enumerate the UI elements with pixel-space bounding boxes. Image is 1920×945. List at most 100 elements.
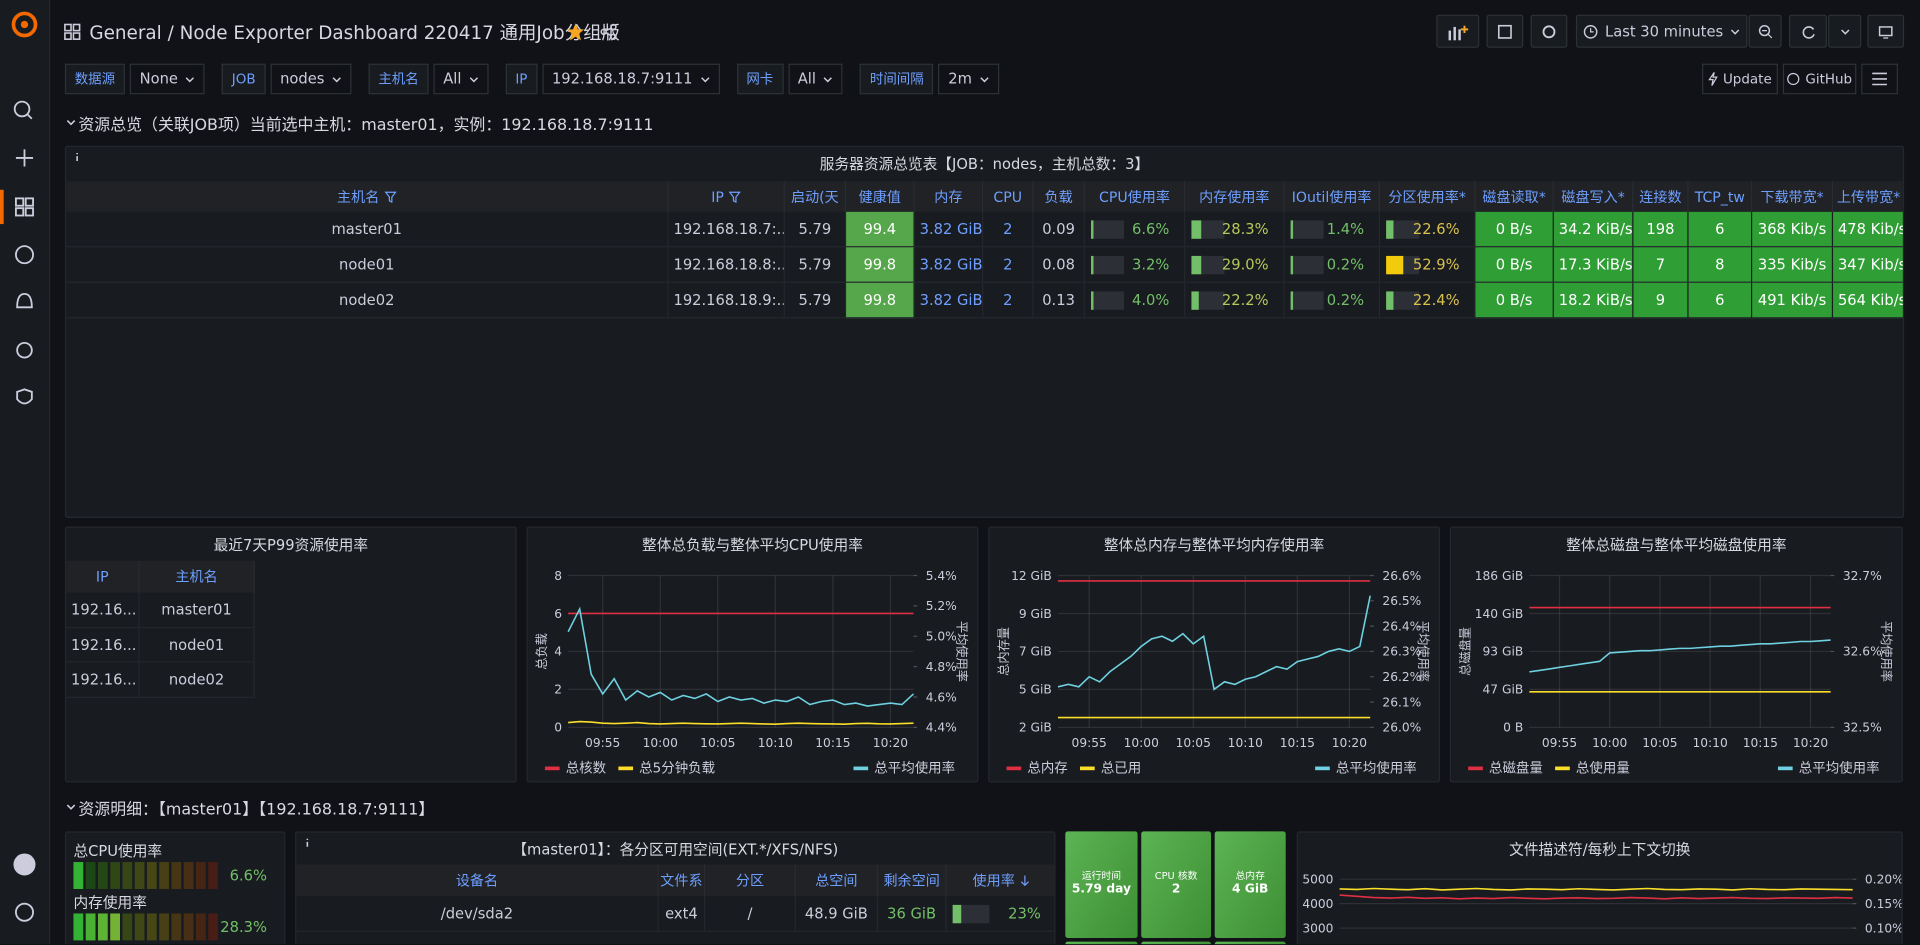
column-header[interactable]: 下载带宽* xyxy=(1752,181,1834,212)
column-header[interactable]: 分区使用率* xyxy=(1380,181,1476,212)
column-header[interactable]: 分区 xyxy=(705,864,796,897)
column-header[interactable]: CPU xyxy=(983,181,1034,212)
table-cell: 192.16... xyxy=(66,627,140,663)
column-header[interactable]: 连接数 xyxy=(1633,181,1689,212)
share-icon[interactable] xyxy=(600,23,617,40)
column-header[interactable]: IP xyxy=(668,181,785,212)
row-title[interactable]: 资源总览（关联JOB项）当前选中主机：master01，实例：192.168.1… xyxy=(78,116,654,135)
tv-mode-button[interactable] xyxy=(1867,14,1905,48)
table-cell: 347 Kib/s xyxy=(1833,247,1903,283)
y-tick-label: 2 GiB xyxy=(1019,721,1052,735)
github-link[interactable]: GitHub xyxy=(1782,63,1857,95)
legend-item[interactable]: 总使用量 xyxy=(1555,758,1630,778)
chart-title: 整体总内存与整体平均内存使用率 xyxy=(1103,536,1325,554)
column-header[interactable]: 磁盘写入* xyxy=(1553,181,1634,212)
column-header[interactable]: 设备名 xyxy=(296,864,659,897)
column-header[interactable]: IP xyxy=(66,560,140,593)
logo[interactable] xyxy=(11,11,38,38)
caret-icon xyxy=(824,76,833,82)
refresh-button[interactable] xyxy=(1788,14,1827,48)
column-header[interactable]: 启动(天 xyxy=(784,181,847,212)
table-cell: 335 Kib/s xyxy=(1752,247,1834,283)
column-header[interactable]: 主机名 xyxy=(66,181,669,212)
legend-item[interactable]: 总磁盘量 xyxy=(1468,758,1543,778)
x-tick-label: 10:05 xyxy=(700,736,735,750)
table-cell: 6 xyxy=(1688,211,1753,248)
alert-icon[interactable] xyxy=(16,292,33,309)
avatar[interactable] xyxy=(13,853,36,876)
legend-item[interactable]: 总平均使用率 xyxy=(853,758,955,778)
help-icon[interactable] xyxy=(15,902,34,922)
update-link[interactable]: Update xyxy=(1702,63,1778,95)
legend-item[interactable]: 总已用 xyxy=(1080,758,1141,778)
column-header[interactable]: 文件系 xyxy=(658,864,706,897)
row-chevron[interactable] xyxy=(66,118,76,128)
logo-core xyxy=(20,20,29,29)
variable: 数据源 None xyxy=(64,63,205,95)
y2-axis-title: 平均使用率 xyxy=(1879,621,1894,682)
variable-value[interactable]: All xyxy=(433,63,489,95)
star-icon[interactable] xyxy=(566,22,586,42)
variable-value[interactable]: nodes xyxy=(270,63,352,95)
row-chevron[interactable] xyxy=(66,802,76,812)
time-picker[interactable]: Last 30 minutes xyxy=(1575,14,1748,48)
zoom-out-button[interactable] xyxy=(1748,14,1782,48)
explore-icon[interactable] xyxy=(15,245,34,265)
variable-label: 主机名 xyxy=(368,63,429,95)
variable-value[interactable]: 2m xyxy=(938,63,999,95)
column-header[interactable]: 负载 xyxy=(1033,181,1085,212)
dashboard-title[interactable]: General / Node Exporter Dashboard 220417… xyxy=(89,22,620,45)
variable-value[interactable]: 192.168.18.7:9111 xyxy=(542,63,720,95)
column-header[interactable]: CPU使用率 xyxy=(1084,181,1186,212)
legend-item[interactable]: 总5分钟负载 xyxy=(618,758,715,778)
y2-tick-label: 26.2% xyxy=(1382,670,1421,684)
x-tick-label: 10:05 xyxy=(1642,736,1677,750)
led-segment xyxy=(208,913,218,941)
led-gauge xyxy=(73,913,220,941)
settings-button[interactable] xyxy=(1530,14,1568,48)
column-header[interactable]: TCP_tw xyxy=(1688,181,1753,212)
y2-tick-label: 5.0% xyxy=(926,630,957,644)
cell-text: 192.168.18.7:... xyxy=(673,220,785,238)
menu-button[interactable] xyxy=(1861,63,1898,95)
search-icon[interactable] xyxy=(13,100,31,118)
dash-icon[interactable] xyxy=(15,197,25,207)
table-cell: 1.4% xyxy=(1284,211,1381,248)
table-cell: / xyxy=(705,896,796,932)
column-header-text: 文件系 xyxy=(660,871,703,889)
legend-label: 总平均使用率 xyxy=(1798,760,1880,777)
y-tick-label: 2 xyxy=(554,683,562,697)
config-icon[interactable] xyxy=(16,341,33,359)
led-segment xyxy=(97,913,108,941)
variable-value[interactable]: None xyxy=(129,63,205,95)
column-header[interactable]: IOutil使用率 xyxy=(1284,181,1381,212)
cell-bar xyxy=(1386,255,1420,275)
column-header[interactable]: 上传带宽* xyxy=(1833,181,1903,212)
column-header[interactable]: 总空间 xyxy=(795,864,878,897)
cell-text: 23% xyxy=(1008,904,1041,923)
column-header[interactable]: 健康值 xyxy=(846,181,915,212)
legend-item[interactable]: 总内存 xyxy=(1006,758,1068,778)
table-cell: 36 GiB xyxy=(877,896,947,932)
legend-swatch xyxy=(544,765,560,770)
column-header[interactable]: 剩余空间 xyxy=(877,864,947,897)
add-panel-button[interactable] xyxy=(1436,14,1480,48)
legend-item[interactable]: 总核数 xyxy=(544,758,606,778)
column-header[interactable]: 磁盘读取* xyxy=(1475,181,1554,212)
variable-value[interactable]: All xyxy=(787,63,843,95)
refresh-interval[interactable] xyxy=(1828,14,1862,48)
row-title[interactable]: 资源明细：【master01】【192.168.18.7:9111】 xyxy=(78,800,435,820)
y-tick-label: 3000 xyxy=(1302,921,1333,935)
table-cell: ext4 xyxy=(658,896,706,932)
legend-item[interactable]: 总平均使用率 xyxy=(1777,758,1880,778)
column-header[interactable]: 内存 xyxy=(914,181,984,212)
shield-icon[interactable] xyxy=(16,388,33,405)
save-button[interactable] xyxy=(1486,14,1524,48)
legend-item[interactable]: 总平均使用率 xyxy=(1315,758,1417,778)
cell-text: 5.79 xyxy=(798,255,832,274)
stat-label: CPU 核数 xyxy=(1154,870,1198,882)
cell-bar-fill xyxy=(1386,220,1394,239)
column-header[interactable]: 内存使用率 xyxy=(1185,181,1285,212)
column-header[interactable]: 使用率 xyxy=(946,864,1055,897)
column-header[interactable]: 主机名 xyxy=(139,560,255,593)
